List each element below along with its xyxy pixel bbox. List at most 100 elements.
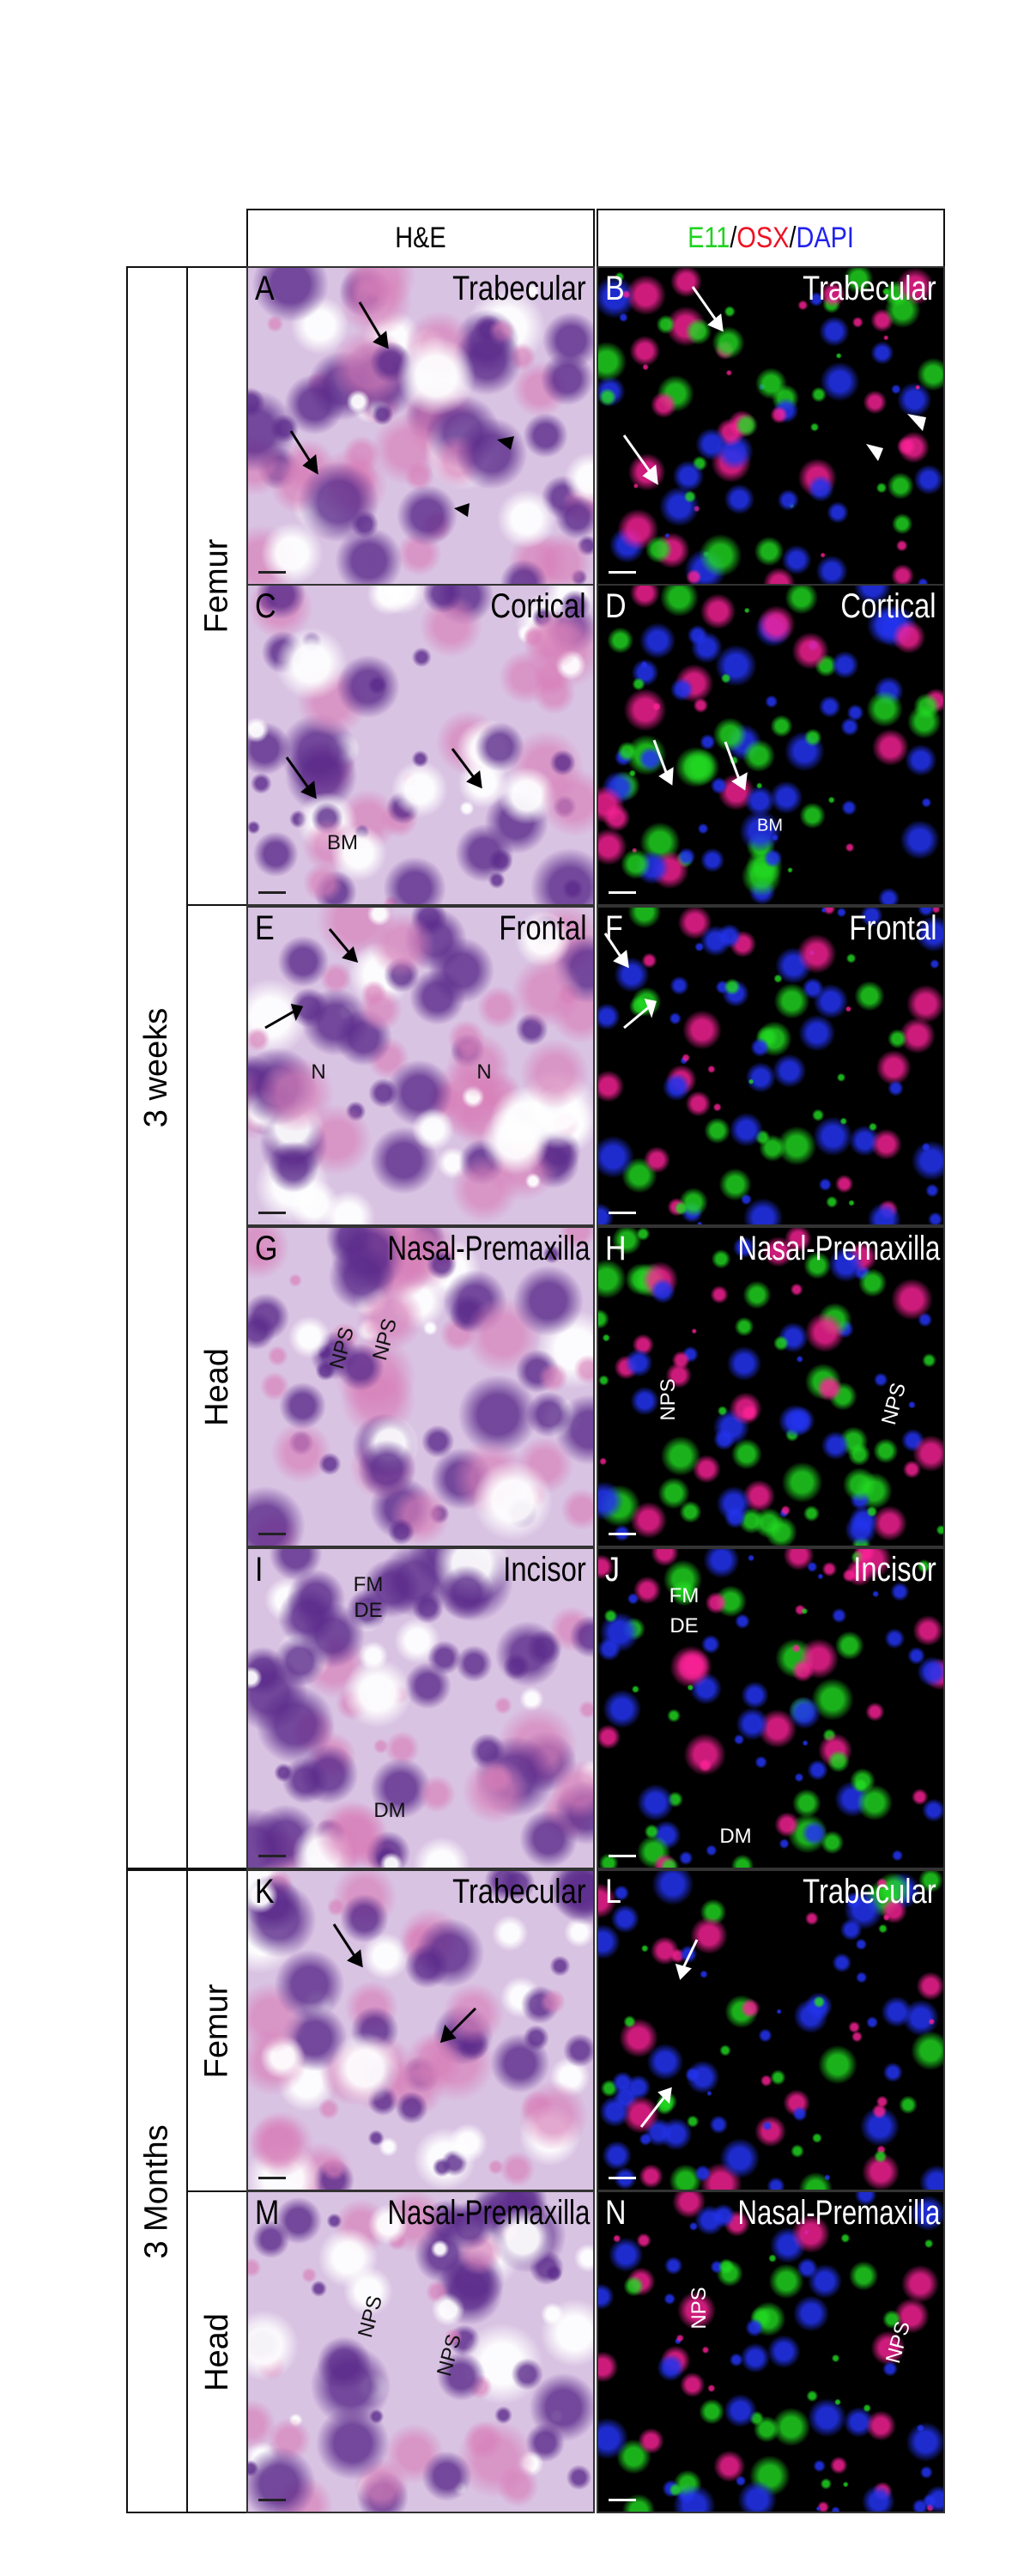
scale-bar — [258, 571, 286, 574]
panel-k: K Trabecular — [246, 1869, 595, 2191]
panel-m: M Nasal-Premaxilla NPS NPS — [246, 2190, 595, 2513]
panel-j: J Incisor FM DE DM — [597, 1547, 945, 1869]
scale-bar — [258, 891, 286, 894]
annotation-n: N — [311, 1060, 326, 1084]
annotation-dm: DM — [719, 1825, 752, 1848]
tissue-femur-3m: Femur — [186, 1869, 248, 2192]
panel-letter: M — [255, 2194, 280, 2232]
panel-title: Trabecular — [452, 1873, 586, 1911]
he-micrograph — [248, 1549, 593, 1868]
scale-bar — [258, 2177, 286, 2179]
scale-bar — [258, 2499, 286, 2501]
fluorescence-micrograph — [598, 268, 943, 584]
panel-b: B Trabecular — [597, 266, 945, 586]
tissue-label-head: Head — [198, 1347, 235, 1426]
tissue-label-head: Head — [198, 2312, 235, 2391]
panel-h: H Nasal-Premaxilla NPS NPS — [597, 1226, 945, 1547]
panel-title: Cortical — [490, 587, 586, 625]
panel-f: F Frontal — [597, 906, 945, 1226]
panel-title: Trabecular — [452, 270, 586, 307]
fluorescence-micrograph — [598, 1549, 943, 1868]
panel-title: Nasal-Premaxilla — [387, 2194, 590, 2232]
age-group-3-weeks: 3 weeks — [126, 266, 188, 1869]
fluorescence-micrograph — [598, 908, 943, 1224]
panel-letter: G — [255, 1230, 278, 1267]
fluorescence-micrograph — [598, 2192, 943, 2512]
header-he: H&E — [246, 209, 595, 268]
stain-osx: OSX — [736, 222, 790, 254]
scale-bar — [258, 1212, 286, 1214]
panel-a: A Trabecular — [246, 266, 595, 586]
tissue-head-3w: Head — [186, 904, 248, 1869]
he-micrograph — [248, 268, 593, 584]
annotation-de: DE — [670, 1614, 699, 1637]
scale-bar — [258, 1855, 286, 1857]
scale-bar — [609, 891, 636, 894]
scale-bar — [609, 1212, 636, 1214]
panel-letter: I — [255, 1551, 264, 1589]
panel-letter: C — [255, 587, 276, 625]
age-label-3-weeks: 3 weeks — [138, 1007, 175, 1128]
scale-bar — [609, 2499, 636, 2501]
annotation-bm: BM — [757, 816, 783, 835]
scale-bar — [258, 1533, 286, 1535]
panel-letter: L — [605, 1873, 621, 1911]
panel-title: Trabecular — [803, 270, 936, 307]
he-micrograph — [248, 586, 593, 904]
panel-e: E Frontal N N — [246, 906, 595, 1226]
annotation-bm: BM — [327, 831, 358, 854]
fluorescence-micrograph — [598, 1871, 943, 2190]
header-fluorescence: E11/OSX/DAPI — [597, 209, 945, 268]
annotation-nps: NPS — [688, 2287, 711, 2330]
panel-title: Frontal — [848, 909, 936, 947]
panel-d: D Cortical BM — [597, 584, 945, 906]
panel-i: I Incisor FM DE DM — [246, 1547, 595, 1869]
tissue-femur-3w: Femur — [186, 266, 248, 906]
panel-letter: D — [605, 587, 627, 625]
panel-title: Nasal-Premaxilla — [737, 2194, 940, 2232]
separator: / — [789, 222, 797, 254]
annotation-dm: DM — [373, 1799, 406, 1822]
he-micrograph — [248, 2192, 593, 2512]
scale-bar — [609, 571, 636, 574]
panel-letter: F — [605, 909, 623, 947]
panel-title: Trabecular — [803, 1873, 936, 1911]
panel-title: Frontal — [498, 909, 586, 947]
panel-n: N Nasal-Premaxilla NPS NPS — [597, 2190, 945, 2513]
panel-c: C Cortical BM — [246, 584, 595, 906]
tissue-label-femur: Femur — [198, 538, 235, 634]
panel-title: Nasal-Premaxilla — [387, 1230, 590, 1267]
annotation-de: DE — [354, 1599, 383, 1622]
scale-bar — [609, 2177, 636, 2179]
tissue-label-femur: Femur — [198, 1984, 235, 2078]
panel-letter: J — [605, 1551, 620, 1589]
he-micrograph — [248, 1871, 593, 2190]
annotation-n: N — [476, 1060, 492, 1084]
age-label-3-months: 3 Months — [138, 2123, 175, 2259]
stain-e11: E11 — [688, 222, 730, 254]
tissue-head-3m: Head — [186, 2190, 248, 2513]
panel-letter: E — [255, 909, 275, 947]
header-fluorescence-label: E11/OSX/DAPI — [688, 222, 854, 255]
scale-bar — [609, 1855, 636, 1857]
panel-l: L Trabecular — [597, 1869, 945, 2191]
panel-title: Nasal-Premaxilla — [737, 1230, 940, 1267]
panel-letter: A — [255, 270, 275, 307]
panel-letter: H — [605, 1230, 627, 1267]
panel-letter: B — [605, 270, 625, 307]
fluorescence-micrograph — [598, 586, 943, 904]
age-group-3-months: 3 Months — [126, 1869, 188, 2513]
panel-letter: K — [255, 1873, 275, 1911]
annotation-fm: FM — [669, 1584, 700, 1607]
separator: / — [730, 222, 737, 254]
scale-bar — [609, 1533, 636, 1535]
panel-title: Incisor — [853, 1551, 936, 1589]
annotation-nps: NPS — [657, 1378, 680, 1421]
header-he-label: H&E — [395, 222, 446, 254]
panel-title: Cortical — [840, 587, 936, 625]
stain-dapi: DAPI — [796, 222, 854, 254]
he-micrograph — [248, 908, 593, 1224]
panel-letter: N — [605, 2194, 627, 2232]
annotation-fm: FM — [353, 1573, 384, 1596]
panel-title: Incisor — [503, 1551, 586, 1589]
